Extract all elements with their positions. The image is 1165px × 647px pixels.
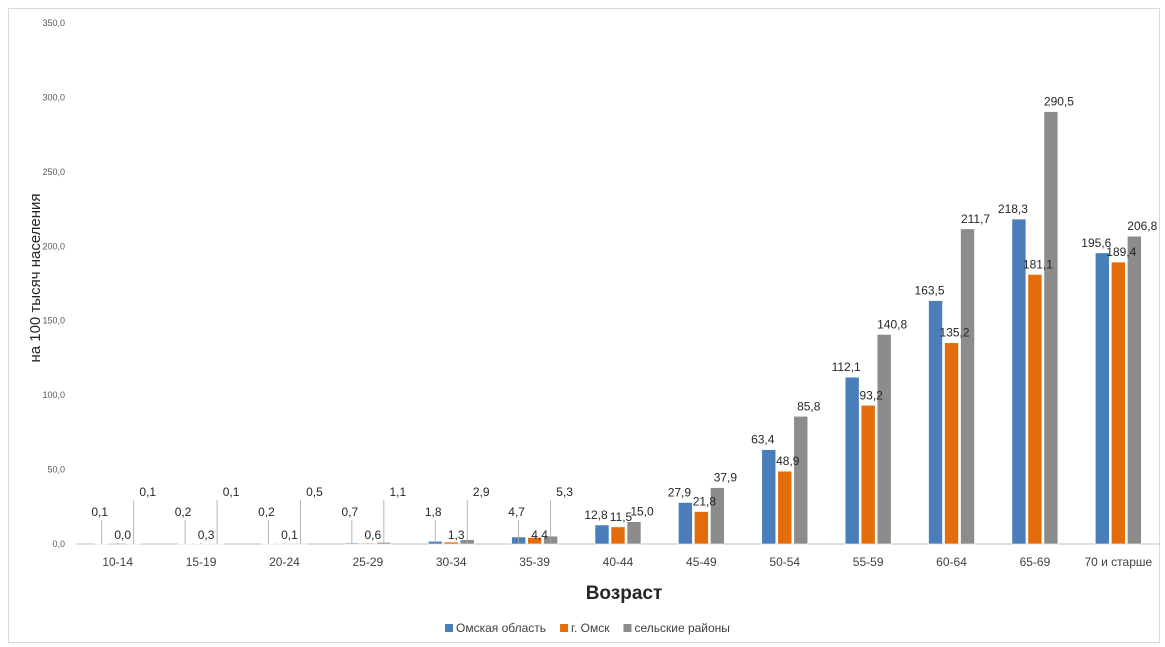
data-label: 0,5 <box>306 485 323 499</box>
y-tick-label: 200,0 <box>42 241 65 251</box>
data-label: 0,6 <box>365 528 382 542</box>
y-axis-title: на 100 тысяч населения <box>27 193 44 362</box>
data-label: 0,1 <box>139 485 156 499</box>
data-label: 4,4 <box>531 528 548 542</box>
category-label: 40-44 <box>603 555 634 569</box>
legend-label: Омская область <box>456 621 546 635</box>
bar <box>761 449 777 545</box>
y-axis-ticks: 0,0 50,0 100,0 150,0 200,0 250,0 300,0 350,0 <box>42 18 65 549</box>
category-label: 65-69 <box>1020 555 1051 569</box>
data-label: 37,9 <box>714 471 738 485</box>
y-tick-label: 100,0 <box>42 390 65 400</box>
bar <box>1095 252 1110 545</box>
category-labels: 10-14 15-19 20-24 25-29 30-34 35-39 40-44 45-49… <box>102 555 1152 569</box>
bar <box>610 526 626 545</box>
data-label: 189,4 <box>1106 245 1136 259</box>
data-label: 0,2 <box>258 505 275 519</box>
data-label: 63,4 <box>751 433 775 447</box>
data-label: 135,2 <box>940 326 970 340</box>
bar <box>1027 274 1043 545</box>
bar <box>944 342 959 545</box>
data-label: 206,8 <box>1127 219 1157 233</box>
data-label: 0,0 <box>114 528 131 542</box>
bar <box>793 415 809 545</box>
category-label: 50-54 <box>769 555 800 569</box>
category-label: 45-49 <box>686 555 717 569</box>
bar <box>860 404 876 545</box>
data-label: 112,1 <box>832 360 861 374</box>
bar <box>678 502 693 545</box>
data-label: 1,1 <box>390 485 407 499</box>
bar <box>1111 261 1126 545</box>
bar <box>777 470 793 545</box>
data-label: 0,1 <box>281 528 298 542</box>
data-label: 4,7 <box>508 505 525 519</box>
data-label: 140,8 <box>877 317 907 331</box>
bar <box>1011 218 1027 545</box>
y-tick-label: 50,0 <box>47 465 65 475</box>
data-label: 85,8 <box>797 399 821 413</box>
bar <box>594 524 610 545</box>
data-label: 290,5 <box>1044 95 1074 109</box>
bar <box>960 228 975 545</box>
category-label: 25-29 <box>352 555 383 569</box>
data-label: 11,5 <box>610 510 633 524</box>
data-label: 27,9 <box>668 485 692 499</box>
category-label: 55-59 <box>853 555 884 569</box>
data-label: 181,1 <box>1023 257 1053 271</box>
data-label: 0,3 <box>198 528 215 542</box>
data-label: 5,3 <box>556 485 573 499</box>
bar <box>876 334 892 545</box>
bar <box>626 521 642 545</box>
legend-label: сельские районы <box>634 621 729 635</box>
data-label: 195,6 <box>1081 236 1111 250</box>
category-label: 30-34 <box>436 555 467 569</box>
data-label: 93,2 <box>859 388 883 402</box>
y-tick-label: 150,0 <box>42 316 65 326</box>
data-label: 211,7 <box>961 212 990 226</box>
bar <box>694 511 709 545</box>
legend-swatch <box>560 624 569 632</box>
bar <box>844 376 860 545</box>
category-label: 20-24 <box>269 555 300 569</box>
category-label: 60-64 <box>936 555 967 569</box>
data-label: 0,1 <box>91 505 108 519</box>
y-tick-label: 350,0 <box>42 18 65 28</box>
chart-frame <box>8 8 1160 643</box>
category-label: 70 и старше <box>1084 555 1152 569</box>
category-label: 35-39 <box>519 555 550 569</box>
legend-swatch <box>623 624 632 632</box>
data-label: 0,7 <box>342 505 359 519</box>
data-label: 48,9 <box>776 454 800 468</box>
data-label: 15,0 <box>630 505 654 519</box>
y-tick-label: 300,0 <box>42 92 65 102</box>
category-label: 15-19 <box>186 555 217 569</box>
category-label: 10-14 <box>102 555 133 569</box>
data-label: 2,9 <box>473 485 490 499</box>
data-label: 12,8 <box>584 508 608 522</box>
data-label: 218,3 <box>998 202 1028 216</box>
y-tick-label: 250,0 <box>42 167 65 177</box>
data-label: 163,5 <box>915 284 945 298</box>
data-label: 1,8 <box>425 505 442 519</box>
legend-label: г. Омск <box>571 621 610 635</box>
data-label: 1,3 <box>448 528 465 542</box>
data-label: 0,2 <box>175 505 192 519</box>
bars <box>94 111 1142 545</box>
data-label: 0,1 <box>223 485 240 499</box>
x-axis-title: Возраст <box>586 583 663 604</box>
bar <box>1127 235 1142 545</box>
bar <box>710 487 725 545</box>
legend: Омская область г. Омск сельские районы <box>445 621 730 635</box>
bar <box>1043 111 1059 545</box>
legend-swatch <box>445 624 453 632</box>
bar <box>928 300 943 545</box>
y-tick-label: 0,0 <box>52 539 65 549</box>
data-labels: 0,1 0,0 0,1 0,2 0,3 0,1 0,2 0,1 0,5 0,7 0,6 1,1 1,8 1… <box>91 95 1158 544</box>
data-label: 21,8 <box>693 495 717 509</box>
